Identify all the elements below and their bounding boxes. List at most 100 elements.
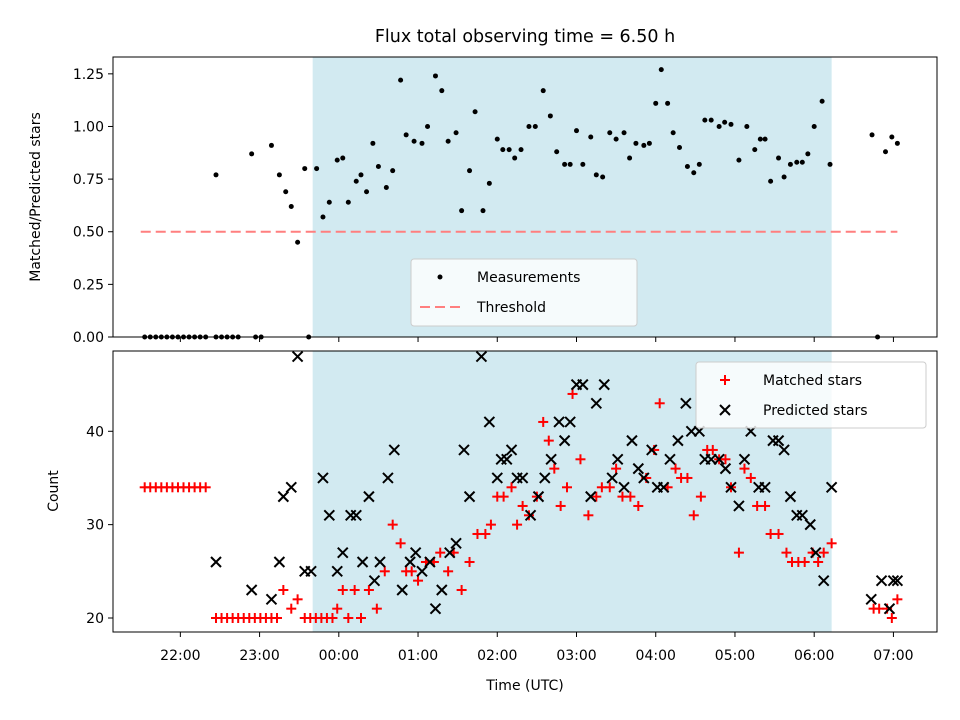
legend-threshold-label: Threshold [476,300,546,316]
bottom-xtick-label: 03:00 [556,648,596,664]
measurement-point [472,109,478,115]
predicted-star-point [713,453,725,465]
measurement-point [811,123,817,129]
matched-star-point [760,500,771,511]
measurement-point [567,161,573,167]
legend-matched-marker [720,375,730,385]
bottom-legend-box [695,361,927,429]
predicted-star-point [778,444,790,456]
measurement-point [526,123,532,129]
measurement-point [670,130,676,136]
predicted-star-point [273,556,286,568]
legend-matched-label: Matched stars [763,373,862,389]
legend-predicted-label: Predicted stars [763,403,868,419]
predicted-star-point [429,602,442,615]
matched-star-point [517,500,528,511]
predicted-star-point [317,472,329,484]
matched-star-point [633,500,644,511]
predicted-star-point [363,490,375,503]
matched-star-point [892,594,903,605]
matched-star-point [485,519,496,530]
matched-star-point [443,566,454,577]
measurement-point [883,149,888,155]
predicted-star-point [396,584,408,596]
measurement-point [411,138,417,144]
measurement-point [869,132,875,138]
predicted-star-point [680,397,692,409]
top-legend: Measurements Threshold [410,258,638,327]
predicted-star-point [825,481,838,494]
predicted-star-point [598,378,610,391]
measurement-point [486,180,492,186]
measurement-point [518,147,524,153]
predicted-star-point [638,472,650,484]
predicted-star-point [416,565,428,578]
top-ytick-label: 0.75 [73,172,104,188]
measurement-point [249,151,255,157]
measurement-point [532,123,538,129]
predicted-star-point [409,546,422,559]
matched-star-point [464,556,475,567]
predicted-star-point [672,434,684,447]
predicted-star-point [374,556,386,568]
matched-star-point [371,603,382,614]
predicted-star-point [606,472,618,484]
top-panel: 0.00 0.25 0.50 0.75 1.00 1.25 Flux total obse… [28,27,938,346]
matched-star-point [506,482,517,493]
predicted-star-point [883,602,896,615]
measurement-point [708,117,714,123]
measurement-point [646,140,652,146]
measurement-point [334,157,340,163]
measurement-point [353,178,359,184]
predicted-star-point [664,453,676,465]
measurement-point [684,163,690,169]
matched-star-point [707,444,718,455]
measurement-point [340,155,346,161]
predicted-star-point [738,453,751,465]
measurement-point [547,113,553,119]
measurement-point [288,203,294,209]
matched-star-point [739,463,750,474]
predicted-star-point [875,574,888,587]
matched-star-point [826,538,837,549]
measurement-point [358,172,364,178]
matched-star-point [456,584,467,595]
predicted-star-point [475,350,488,363]
bottom-xtick-label: 02:00 [477,648,517,664]
measurement-point [819,98,825,104]
predicted-star-point [772,434,785,447]
predicted-star-point [524,509,537,522]
matched-star-point [745,472,756,483]
matched-star-point [292,594,303,605]
measurement-point [314,166,320,172]
measurement-point [799,159,805,165]
measurement-point [459,208,465,214]
matched-star-point [543,435,554,446]
predicted-star-point [356,556,369,568]
matched-star-point [531,491,542,502]
matched-star-point [379,566,390,577]
matched-star-point [733,547,744,558]
matched-star-point [654,398,665,409]
predicted-star-point [626,434,638,447]
measurement-point [805,151,811,157]
bottom-xtick-label: 05:00 [715,648,755,664]
predicted-star-point [577,378,589,391]
matched-star-point [818,547,829,558]
measurement-point [722,119,728,125]
measurement-point [641,142,647,148]
predicted-star-point [719,462,732,475]
measurement-point [268,142,274,148]
measurement-point [691,170,697,176]
measurement-point [768,178,774,184]
bottom-ylabel: Count [46,470,62,512]
matched-star-point [200,482,211,493]
top-ylabel: Matched/Predicted stars [28,112,44,282]
bottom-ytick-label: 30 [86,518,104,534]
measurement-point [500,147,506,153]
predicted-star-point [382,472,394,484]
predicted-star-point [564,416,576,428]
predicted-star-point [539,472,551,484]
predicted-star-point [388,444,400,456]
measurement-point [512,155,518,161]
